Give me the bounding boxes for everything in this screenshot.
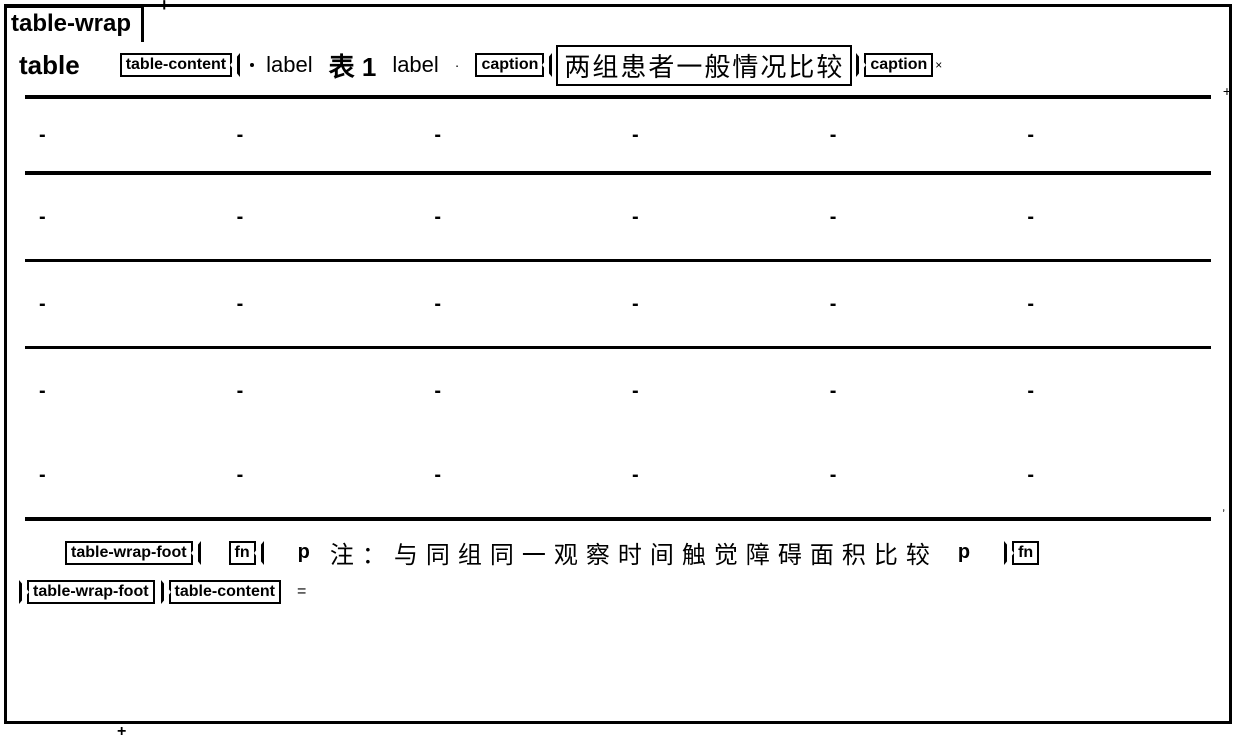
cell: - bbox=[816, 293, 1014, 316]
cell: - bbox=[420, 380, 618, 403]
cell: - bbox=[223, 380, 421, 403]
table-body: - - - - - - - - - - - - - - - - - - - - bbox=[25, 95, 1211, 521]
eq-mark: = bbox=[297, 583, 306, 601]
table-header-row: - - - - - - bbox=[25, 99, 1211, 171]
edge-dot-mark: ‌ʼ bbox=[1222, 507, 1225, 521]
small-x-mark: × bbox=[935, 58, 942, 72]
table-row: - - - - - - bbox=[25, 262, 1211, 346]
corner-plus-mark: + bbox=[159, 0, 170, 16]
cell: - bbox=[25, 464, 223, 487]
closing-tags-row: table-wrap-foot table-content = bbox=[17, 580, 1229, 604]
cell: - bbox=[420, 464, 618, 487]
table-wrap-tag: table-wrap bbox=[4, 5, 144, 42]
cell: - bbox=[816, 464, 1014, 487]
cell: - bbox=[1013, 464, 1211, 487]
cell: - bbox=[618, 206, 816, 229]
cell: - bbox=[816, 124, 1014, 147]
cell: - bbox=[1013, 124, 1211, 147]
cell: - bbox=[223, 206, 421, 229]
bottom-plus-mark: + bbox=[117, 723, 126, 741]
cell: - bbox=[223, 293, 421, 316]
cell: - bbox=[25, 380, 223, 403]
cell: - bbox=[618, 293, 816, 316]
label-close-text: label bbox=[392, 52, 438, 78]
table-content-open-tag: table-content bbox=[120, 53, 232, 77]
cell: - bbox=[25, 206, 223, 229]
table-wrap-foot-row: table-wrap-foot fn p 注：与同组同一观察时间触觉障碍面积比较… bbox=[65, 535, 1211, 570]
table-wrap-foot-open-tag: table-wrap-foot bbox=[65, 541, 193, 565]
table-wrap-foot-close-tag: table-wrap-foot bbox=[27, 580, 155, 604]
foot-note-text: 注：与同组同一观察时间触觉障碍面积比较 bbox=[330, 535, 938, 570]
cell: - bbox=[1013, 206, 1211, 229]
caption-text: 两组患者一般情况比较 bbox=[556, 45, 852, 86]
table-content-close-tag: table-content bbox=[169, 580, 281, 604]
cell: - bbox=[1013, 380, 1211, 403]
cell: - bbox=[25, 293, 223, 316]
caption-close-tag: caption bbox=[864, 53, 933, 77]
edge-plus-mark: + bbox=[1223, 83, 1231, 99]
fn-open-tag: fn bbox=[229, 541, 256, 565]
label-value: 表 1 bbox=[329, 47, 377, 84]
dot-sep bbox=[250, 63, 254, 67]
label-open-text: label bbox=[266, 52, 312, 78]
cell: - bbox=[618, 124, 816, 147]
table-row: - - - - - - bbox=[25, 175, 1211, 259]
cell: - bbox=[618, 464, 816, 487]
p-open-label: p bbox=[298, 541, 310, 564]
header-row: table table-content label 表 1 label · ca… bbox=[7, 43, 1229, 87]
cell: - bbox=[618, 380, 816, 403]
cell: - bbox=[420, 293, 618, 316]
fn-close-tag: fn bbox=[1012, 541, 1039, 565]
rule-bottom bbox=[25, 517, 1211, 521]
table-wrap-container: table-wrap + + table table-content label… bbox=[4, 4, 1232, 724]
p-close-label: p bbox=[958, 541, 970, 564]
cell: - bbox=[816, 206, 1014, 229]
cell: - bbox=[223, 124, 421, 147]
dot-mark: · bbox=[455, 57, 460, 73]
cell: - bbox=[420, 206, 618, 229]
table-row: - - - - - - bbox=[25, 433, 1211, 517]
cell: - bbox=[223, 464, 421, 487]
cell: - bbox=[1013, 293, 1211, 316]
table-row: - - - - - - bbox=[25, 349, 1211, 433]
cell: - bbox=[420, 124, 618, 147]
caption-open-tag: caption bbox=[475, 53, 544, 77]
cell: - bbox=[816, 380, 1014, 403]
cell: - bbox=[25, 124, 223, 147]
table-label: table bbox=[19, 50, 80, 81]
